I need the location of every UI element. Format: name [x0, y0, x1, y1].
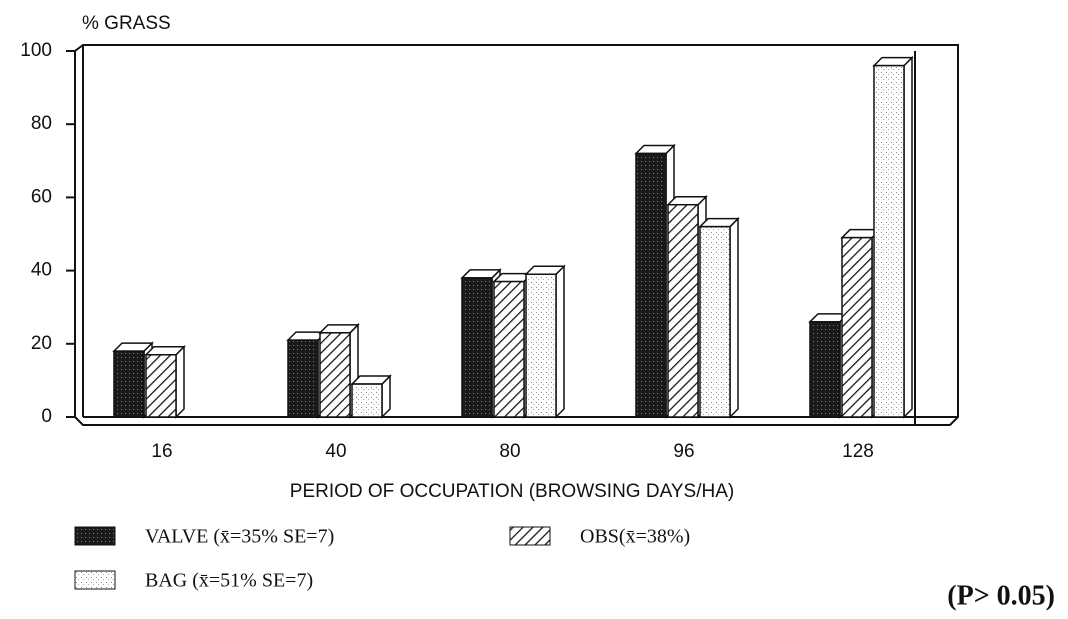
annotation: (P> 0.05): [947, 580, 1055, 611]
legend-swatch: [74, 526, 116, 546]
bar: [667, 203, 699, 418]
y-tick-label: 80: [31, 113, 52, 134]
x-tick-label: 128: [842, 441, 874, 462]
bar: [287, 339, 319, 418]
x-tick-label: 80: [499, 441, 520, 462]
bar: [841, 236, 873, 418]
bar: [873, 64, 905, 418]
bar-side: [729, 216, 739, 419]
bar-side: [555, 264, 565, 419]
legend-swatch: [509, 526, 551, 546]
y-axis-label: % GRASS: [82, 13, 171, 34]
legend-label: BAG (x̄=51% SE=7): [145, 570, 313, 592]
x-tick-label: 96: [673, 441, 694, 462]
y-tick-label: 20: [31, 333, 52, 354]
bar: [113, 350, 145, 418]
bar: [461, 277, 493, 418]
y-tick-label: 40: [31, 260, 52, 281]
bar: [319, 332, 351, 418]
bar: [145, 354, 177, 418]
x-axis-label: PERIOD OF OCCUPATION (BROWSING DAYS/HA): [290, 481, 734, 502]
bar: [699, 225, 731, 418]
x-tick-label: 40: [325, 441, 346, 462]
legend-swatch: [74, 570, 116, 590]
y-tick-label: 0: [41, 406, 52, 427]
legend-label: VALVE (x̄=35% SE=7): [145, 526, 334, 548]
bar: [493, 280, 525, 418]
bar: [809, 321, 841, 418]
bar: [351, 383, 383, 418]
bar: [635, 152, 667, 418]
y-tick-label: 100: [20, 40, 52, 61]
bar: [525, 273, 557, 418]
legend-label: OBS(x̄=38%): [580, 526, 690, 548]
bar-side: [175, 344, 185, 419]
x-tick-label: 16: [151, 441, 172, 462]
y-tick-label: 60: [31, 186, 52, 207]
bar-side: [903, 55, 913, 419]
